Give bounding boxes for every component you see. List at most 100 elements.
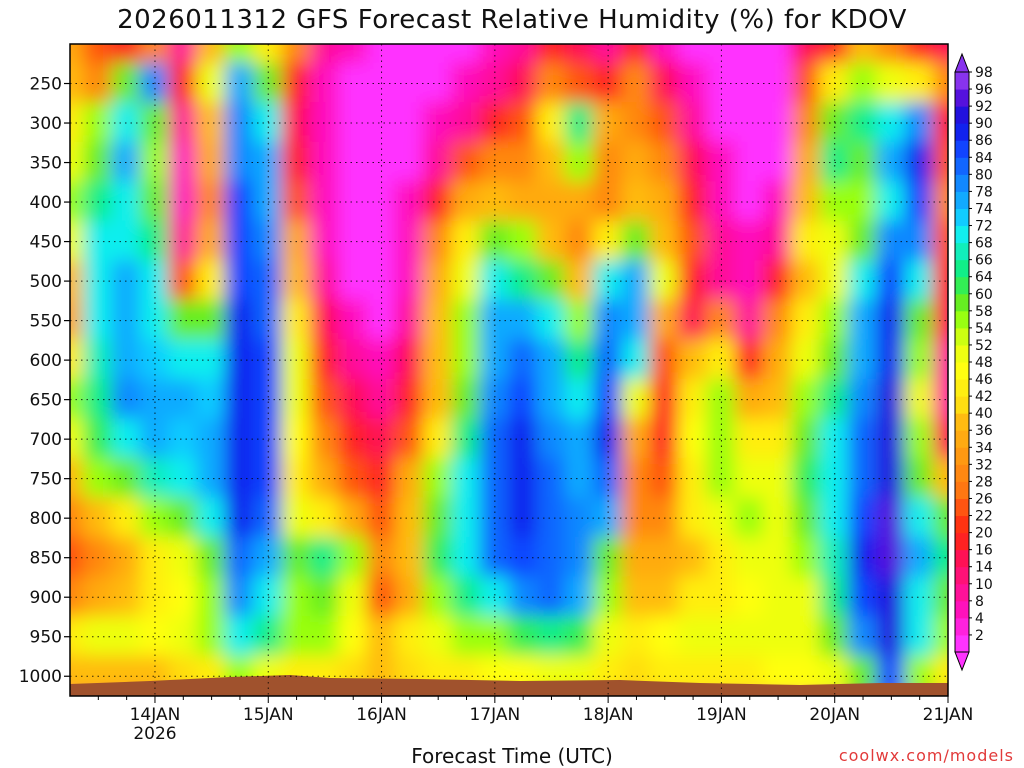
rh-cell (224, 299, 256, 342)
y-tick-label: 750 (30, 470, 62, 490)
rh-cell (536, 44, 567, 65)
rh-cell (592, 299, 624, 342)
colorbar-label: 22 (975, 509, 993, 525)
rh-cell (536, 181, 567, 223)
rh-cell (621, 44, 652, 65)
rh-cell (338, 62, 369, 105)
rh-cell (70, 576, 86, 618)
colorbar-swatch (955, 600, 969, 619)
x-tick-label: 17JAN (469, 705, 520, 725)
rh-cell (791, 457, 822, 500)
colorbar-label: 90 (975, 116, 993, 132)
y-tick-label: 650 (30, 391, 62, 411)
colorbar-label: 72 (975, 219, 993, 235)
x-tick-label: 18JAN (583, 705, 634, 725)
y-tick-label: 700 (30, 430, 62, 450)
colorbar-swatch (955, 208, 969, 227)
rh-cell (139, 44, 171, 65)
rh-cell (70, 339, 86, 381)
colorbar-swatch (955, 634, 969, 653)
rh-cell (762, 378, 794, 421)
rh-cell (281, 44, 312, 65)
rh-cell (564, 339, 595, 381)
colorbar-label: 78 (975, 184, 993, 200)
colorbar-label: 40 (975, 406, 993, 422)
rh-cell (564, 418, 595, 460)
rh-cell (224, 457, 256, 500)
rh-cell (196, 141, 227, 184)
rh-cell (70, 44, 86, 65)
y-tick-label: 400 (30, 193, 62, 213)
rh-cell (706, 536, 737, 579)
rh-cell (394, 141, 426, 184)
colorbar-swatch (955, 225, 969, 244)
colorbar-label: 68 (975, 236, 993, 252)
colorbar-label: 84 (975, 150, 993, 166)
colorbar-swatch (955, 106, 969, 124)
rh-cell (196, 220, 227, 263)
rh-cell (734, 418, 765, 460)
rh-cell (196, 299, 227, 342)
colorbar-label: 66 (975, 253, 993, 269)
rh-cell (762, 339, 794, 381)
rh-cell (508, 339, 539, 381)
y-tick-label: 600 (30, 351, 62, 371)
rh-cell (168, 615, 199, 658)
rh-cell (508, 536, 539, 579)
rh-cell (706, 339, 737, 381)
rh-cell (536, 299, 567, 342)
colorbar-swatch (955, 549, 969, 568)
rh-cell (70, 299, 86, 342)
rh-cell (423, 44, 454, 65)
rh-cell (196, 536, 227, 579)
rh-cell (196, 44, 227, 65)
rh-cell (876, 44, 907, 65)
rh-cell (762, 102, 794, 144)
colorbar-label: 2 (975, 628, 984, 644)
rh-cell (762, 181, 794, 223)
colorbar-swatch (955, 583, 969, 602)
colorbar-label: 8 (975, 594, 984, 610)
rh-cell (508, 102, 539, 144)
rh-cell (904, 615, 935, 658)
x-tick-sublabel: 2026 (133, 724, 176, 744)
source-credit[interactable]: coolwx.com/models (838, 746, 1014, 765)
rh-cell (394, 181, 426, 223)
colorbar-label: 48 (975, 355, 993, 371)
colorbar-label: 80 (975, 167, 993, 183)
rh-cell (253, 44, 284, 65)
rh-cell (904, 536, 935, 579)
rh-cell (791, 141, 822, 184)
y-tick-label: 800 (30, 509, 62, 529)
rh-cell (309, 457, 341, 500)
rh-cell (564, 62, 595, 105)
rh-cell (904, 220, 935, 263)
colorbar-swatch (955, 276, 969, 295)
rh-cell (819, 44, 850, 65)
rh-cell (791, 62, 822, 105)
rh-cell (338, 220, 369, 263)
rh-cell (762, 418, 794, 460)
rh-cell (394, 220, 426, 263)
rh-cell (338, 378, 369, 421)
rh-cell (762, 299, 794, 342)
rh-cell (168, 62, 199, 105)
rh-cell (734, 181, 765, 223)
rh-cell (564, 457, 595, 500)
colorbar-swatch (955, 566, 969, 585)
rh-cell (196, 260, 227, 302)
colorbar-swatch (955, 447, 969, 465)
rh-cell (904, 260, 935, 302)
colorbar-swatch (955, 242, 969, 261)
colorbar-swatch (955, 310, 969, 329)
y-tick-label: 500 (30, 272, 62, 292)
colorbar-label: 98 (975, 65, 993, 81)
colorbar-label: 64 (975, 270, 993, 286)
colorbar-label: 14 (975, 560, 993, 576)
rh-cell (70, 141, 86, 184)
rh-cell (649, 44, 680, 65)
rh-cell (196, 457, 227, 500)
y-axis: 250 300 350 400 450 500 550 600 650 700 750 800 850 9… (19, 75, 70, 687)
colorbar-label: 96 (975, 82, 993, 98)
rh-cell (536, 260, 567, 302)
